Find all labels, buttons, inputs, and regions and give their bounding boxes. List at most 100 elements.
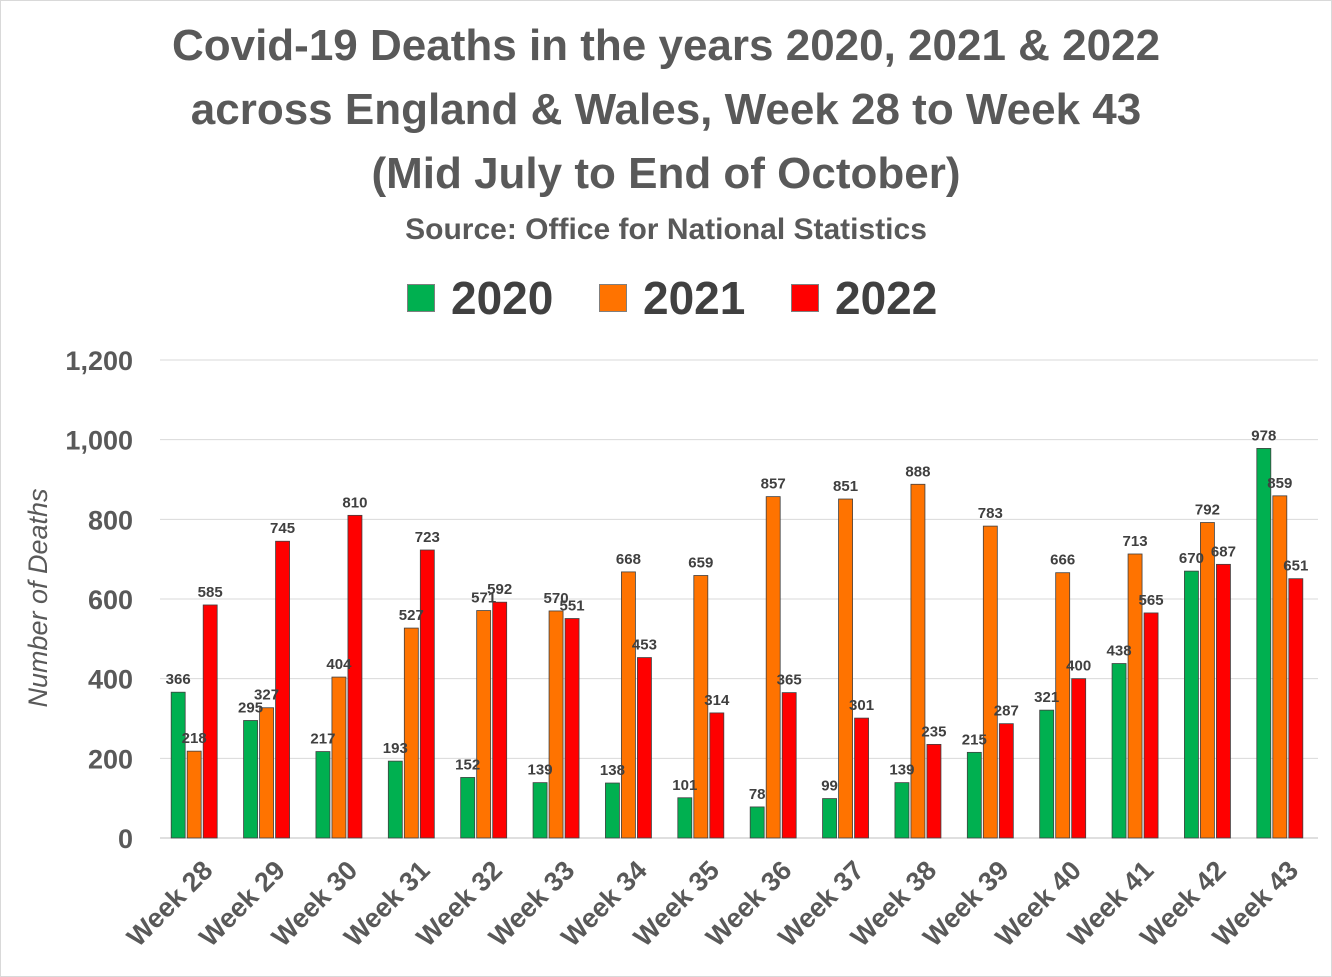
data-label-2021: 327 — [254, 687, 279, 704]
y-tick-label: 200 — [88, 744, 133, 774]
bar-2021 — [548, 610, 564, 839]
bar-2020 — [460, 777, 476, 839]
bar-2021 — [693, 575, 709, 839]
data-label-2020: 978 — [1251, 427, 1276, 444]
y-tick-label: 600 — [88, 585, 133, 615]
data-label-2022: 551 — [560, 598, 585, 615]
data-label-2021: 666 — [1050, 552, 1075, 569]
data-label-2020: 438 — [1107, 643, 1132, 660]
bar-2021 — [1272, 495, 1288, 839]
bar-2021 — [838, 498, 853, 839]
bar-2021 — [982, 525, 998, 839]
bar-2020 — [243, 720, 258, 839]
bar-2021 — [621, 571, 636, 839]
data-label-2020: 99 — [821, 778, 838, 795]
chart-title-line-1: Covid-19 Deaths in the years 2020, 2021 … — [171, 21, 1161, 70]
bar-2022 — [419, 549, 435, 839]
data-label-2021: 570 — [544, 590, 569, 607]
bar-2020 — [822, 798, 837, 839]
data-label-2020: 366 — [166, 671, 191, 688]
data-label-2020: 138 — [600, 762, 625, 779]
bar-2022 — [1071, 678, 1087, 839]
data-label-2022: 592 — [487, 581, 512, 598]
bar-2022 — [564, 618, 580, 839]
data-label-2020: 193 — [383, 740, 408, 757]
data-label-2022: 810 — [342, 494, 367, 511]
data-label-2022: 400 — [1066, 658, 1091, 675]
data-label-2021: 783 — [978, 505, 1003, 522]
legend-swatch-2021 — [599, 284, 627, 312]
data-label-2022: 687 — [1211, 543, 1236, 560]
y-tick-label: 400 — [88, 665, 133, 695]
bar-2021 — [259, 707, 274, 839]
bar-2020 — [1111, 663, 1127, 839]
legend-swatch-2022 — [791, 284, 819, 312]
data-label-2021: 857 — [761, 476, 786, 493]
bar-2021 — [1055, 572, 1071, 839]
bar-2022 — [781, 692, 797, 839]
data-label-2022: 235 — [921, 723, 946, 740]
y-tick-label: 1,200 — [65, 346, 133, 376]
bar-2021 — [476, 610, 492, 839]
data-label-2021: 851 — [833, 478, 858, 495]
bar-2020 — [894, 782, 910, 839]
data-label-2022: 365 — [777, 672, 802, 689]
bar-2022 — [854, 717, 869, 839]
bar-2022 — [1216, 563, 1231, 839]
bar-2021 — [186, 750, 202, 839]
bar-2022 — [1143, 612, 1159, 839]
bar-2020 — [1039, 709, 1055, 839]
bar-2021 — [910, 483, 926, 839]
data-label-2021: 668 — [616, 551, 641, 568]
legend-label-2022: 2022 — [835, 272, 938, 324]
bar-2021 — [331, 676, 347, 839]
data-label-2020: 78 — [749, 786, 766, 803]
bar-2021 — [403, 627, 419, 839]
chart-title-line-3: (Mid July to End of October) — [371, 149, 961, 198]
data-label-2020: 321 — [1034, 689, 1059, 706]
y-axis-title: Number of Deaths — [23, 488, 53, 707]
data-label-2022: 301 — [849, 697, 874, 714]
bar-2022 — [998, 723, 1014, 839]
data-label-2022: 453 — [632, 637, 657, 654]
legend-label-2020: 2020 — [451, 272, 554, 324]
bar-2020 — [170, 691, 186, 839]
data-label-2021: 527 — [399, 607, 424, 624]
data-label-2020: 101 — [672, 777, 697, 794]
bar-2020 — [387, 760, 403, 839]
bar-2020 — [749, 806, 765, 839]
bar-2021 — [765, 496, 781, 839]
data-label-2021: 659 — [688, 554, 713, 571]
data-label-2021: 792 — [1195, 502, 1220, 519]
data-label-2020: 152 — [455, 756, 480, 773]
data-label-2022: 565 — [1139, 592, 1164, 609]
data-label-2020: 139 — [889, 762, 914, 779]
bar-2020 — [532, 782, 548, 839]
data-label-2021: 859 — [1267, 475, 1292, 492]
bar-2022 — [926, 743, 942, 839]
legend-swatch-2020 — [407, 284, 435, 312]
bar-2022 — [1288, 578, 1304, 839]
data-label-2022: 651 — [1283, 558, 1308, 575]
bar-2020 — [966, 751, 982, 839]
bar-2022 — [492, 601, 508, 839]
data-label-2021: 713 — [1123, 533, 1148, 550]
y-tick-label: 0 — [118, 824, 133, 854]
chart-title-line-2: across England & Wales, Week 28 to Week … — [190, 85, 1142, 134]
data-label-2022: 314 — [704, 692, 730, 709]
bar-2022 — [202, 604, 218, 839]
data-label-2020: 139 — [528, 762, 553, 779]
data-label-2020: 295 — [238, 699, 263, 716]
data-label-2021: 404 — [326, 656, 352, 673]
data-label-2021: 218 — [182, 730, 207, 747]
data-label-2020: 670 — [1179, 550, 1204, 567]
data-label-2020: 217 — [310, 731, 335, 748]
bar-2022 — [637, 657, 652, 839]
data-label-2022: 745 — [270, 520, 295, 537]
bar-2020 — [605, 782, 620, 839]
bar-2020 — [1184, 570, 1199, 839]
bar-2021 — [1200, 522, 1215, 839]
data-label-2022: 287 — [994, 703, 1019, 720]
